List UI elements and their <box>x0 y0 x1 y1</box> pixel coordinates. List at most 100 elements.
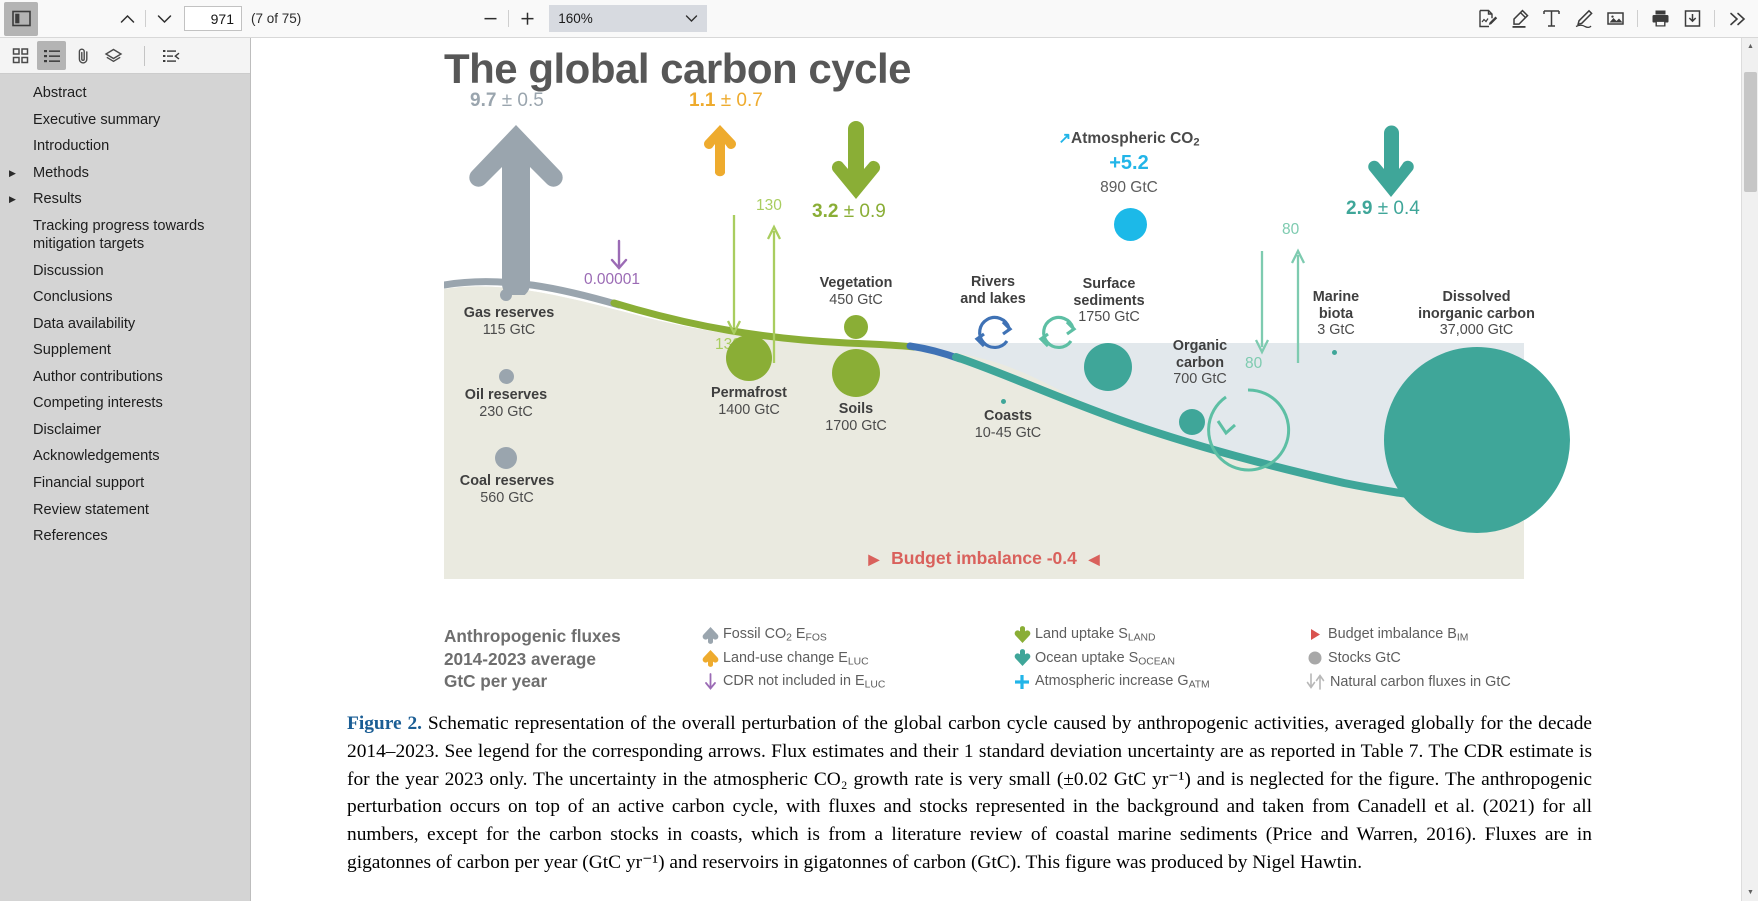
document-outline-list[interactable]: Abstract Executive summary Introduction ▶ Me… <box>0 74 250 900</box>
outline-item-data-availability[interactable]: Data availability <box>0 311 250 338</box>
outline-icon <box>43 49 60 62</box>
outline-item-tracking-progress-towards-mitigation-targets[interactable]: Tracking progress towards mitigation tar… <box>0 213 250 258</box>
outline-spacer <box>0 341 25 345</box>
outline-item-label: Executive summary <box>33 111 161 128</box>
outline-item-label: Financial support <box>33 474 145 491</box>
arrow-up-icon <box>697 625 723 645</box>
outline-item-label: Supplement <box>33 342 111 359</box>
outline-spacer <box>0 421 25 425</box>
toolbar-divider <box>145 10 146 27</box>
print-button[interactable] <box>1645 5 1675 33</box>
document-viewer[interactable]: The global carbon cycle <box>251 38 1758 901</box>
current-outline-item-button[interactable] <box>156 41 185 70</box>
thumbnails-button[interactable] <box>6 41 35 70</box>
outline-item-results[interactable]: ▶ Results <box>0 186 250 213</box>
stock-label-oil-reserves: Oil reserves 230 GtC <box>464 387 548 420</box>
flux-label-land-use-change: 1.1 ± 0.7 <box>689 90 763 111</box>
stock-label-surface-sediments: Surface sediments 1750 GtC <box>1073 276 1145 326</box>
outline-item-discussion[interactable]: Discussion <box>0 258 250 285</box>
stock-label-gas-reserves: Gas reserves 115 GtC <box>463 305 555 338</box>
outline-item-label: References <box>33 528 108 545</box>
stock-circle-coasts <box>1001 399 1006 404</box>
layers-button[interactable] <box>99 41 128 70</box>
scrollbar-thumb[interactable] <box>1744 72 1757 192</box>
previous-page-button[interactable] <box>114 6 140 32</box>
zoom-in-button[interactable] <box>514 6 540 32</box>
figure-legend: Anthropogenic fluxes 2014-2023 average G… <box>444 623 1524 698</box>
chevron-up-icon <box>120 14 134 23</box>
outline-item-competing-interests[interactable]: Competing interests <box>0 390 250 417</box>
outline-item-executive-summary[interactable]: Executive summary <box>0 107 250 134</box>
flux-label-photosynthesis: 130 <box>756 197 782 214</box>
expand-triangle-icon[interactable]: ▶ <box>9 167 16 178</box>
ocean-biological-pump-icon <box>1207 388 1291 472</box>
stock-circle-gas-reserves <box>500 289 512 301</box>
stock-circle-permafrost <box>726 335 772 381</box>
zoom-out-button[interactable] <box>477 6 503 32</box>
sidebar-toggle-button[interactable] <box>4 1 38 36</box>
scroll-up-button[interactable]: ▲ <box>1747 43 1754 50</box>
page-number-input[interactable] <box>184 6 242 31</box>
next-page-button[interactable] <box>151 6 177 32</box>
stock-circle-oil-reserves <box>499 369 514 384</box>
stock-label-soils: Soils 1700 GtC <box>825 401 887 434</box>
outline-spacer <box>0 527 25 531</box>
outline-item-supplement[interactable]: Supplement <box>0 337 250 364</box>
scroll-down-button[interactable]: ▼ <box>1747 889 1754 896</box>
draw-button[interactable] <box>1568 5 1598 33</box>
outline-item-financial-support[interactable]: Financial support <box>0 470 250 497</box>
outline-item-review-statement[interactable]: Review statement <box>0 497 250 524</box>
arrow-land-respiration-down <box>726 215 742 336</box>
outline-item-introduction[interactable]: Introduction <box>0 133 250 160</box>
highlight-button[interactable] <box>1504 5 1534 33</box>
document-outline-button[interactable] <box>37 41 66 70</box>
expand-triangle-icon[interactable]: ▶ <box>9 194 16 205</box>
more-tools-button[interactable] <box>1722 5 1752 33</box>
figure-2-global-carbon-cycle: The global carbon cycle <box>251 38 1741 698</box>
text-icon <box>1542 10 1560 27</box>
outline-item-methods[interactable]: ▶ Methods <box>0 160 250 187</box>
outline-item-acknowledgements[interactable]: Acknowledgements <box>0 443 250 470</box>
save-icon <box>1684 10 1700 27</box>
figure-caption-text: Schematic representation of the overall … <box>347 713 1592 873</box>
outline-spacer <box>0 501 25 505</box>
outline-item-label: Discussion <box>33 262 104 279</box>
text-tool-button[interactable] <box>1536 5 1566 33</box>
outline-item-label: Results <box>33 191 82 208</box>
outline-item-abstract[interactable]: Abstract <box>0 80 250 107</box>
stock-circle-surface-sediments <box>1084 343 1132 391</box>
draw-icon <box>1575 9 1593 29</box>
paperclip-icon <box>78 48 87 64</box>
annotate-button[interactable] <box>1472 5 1502 33</box>
coastal-cycle-icon <box>1038 315 1077 349</box>
save-button[interactable] <box>1677 5 1707 33</box>
legend-item-fossil-co2: Fossil CO2 EFOS <box>697 623 885 647</box>
legend-label-stocks: Stocks GtC <box>1328 650 1401 667</box>
outline-item-disclaimer[interactable]: Disclaimer <box>0 417 250 444</box>
arrow-down-thin-icon <box>697 672 723 691</box>
arrow-land-uptake <box>831 121 881 199</box>
vertical-scrollbar[interactable]: ▲ ▼ <box>1741 38 1758 901</box>
arrow-down-icon <box>1009 625 1035 645</box>
outline-item-author-contributions[interactable]: Author contributions <box>0 364 250 391</box>
page-navigation: (7 of 75) <box>114 6 301 32</box>
add-image-button[interactable] <box>1600 5 1630 33</box>
stock-label-marine-biota: Marine biota 3 GtC <box>1312 289 1360 339</box>
outline-item-references[interactable]: References <box>0 523 250 550</box>
attachments-button[interactable] <box>68 41 97 70</box>
atmospheric-co2-increase: +5.2 <box>1109 152 1149 175</box>
outline-item-conclusions[interactable]: Conclusions <box>0 284 250 311</box>
outline-item-label: Tracking progress towards mitigation tar… <box>33 217 205 253</box>
arrow-fossil-co2 <box>469 125 563 295</box>
legend-item-land-use-change: Land-use change ELUC <box>697 647 885 671</box>
outline-spacer <box>0 217 25 221</box>
triangle-left-icon: ◀ <box>1088 551 1100 567</box>
zoom-level-select[interactable]: 160% <box>549 5 708 32</box>
legend-column-sinks: Land uptake SLAND Ocean uptake SOCEAN At… <box>1009 623 1210 694</box>
sidebar-panel: Abstract Executive summary Introduction ▶ Me… <box>0 38 251 901</box>
stock-label-coal-reserves: Coal reserves 560 GtC <box>459 473 555 506</box>
outline-spacer <box>0 84 25 88</box>
arrow-photosynthesis-up <box>766 224 782 363</box>
legend-label-cdr: CDR not included in ELUC <box>723 673 886 691</box>
chevron-down-icon <box>157 14 171 23</box>
